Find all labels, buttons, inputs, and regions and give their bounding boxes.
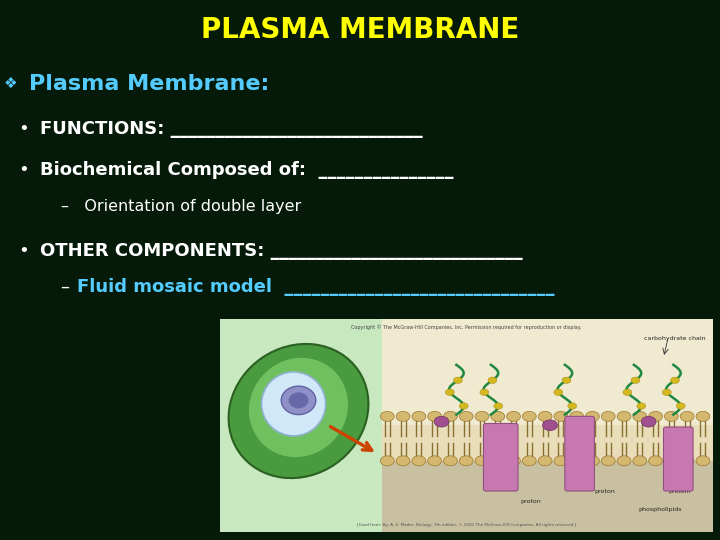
Circle shape bbox=[554, 389, 563, 395]
FancyBboxPatch shape bbox=[483, 423, 518, 491]
Circle shape bbox=[585, 456, 599, 466]
Text: protein: protein bbox=[668, 489, 691, 494]
Circle shape bbox=[696, 411, 710, 421]
Circle shape bbox=[633, 456, 647, 466]
Circle shape bbox=[554, 411, 568, 421]
Circle shape bbox=[480, 389, 489, 395]
Text: •: • bbox=[19, 119, 29, 138]
Circle shape bbox=[444, 411, 457, 421]
Circle shape bbox=[623, 389, 631, 395]
Circle shape bbox=[562, 377, 571, 383]
Text: carbohydrate chain: carbohydrate chain bbox=[644, 336, 706, 341]
Circle shape bbox=[380, 411, 394, 421]
Text: Copyright © The McGraw-Hill Companies, Inc. Permission required for reproduction: Copyright © The McGraw-Hill Companies, I… bbox=[351, 324, 581, 329]
Circle shape bbox=[631, 377, 640, 383]
Circle shape bbox=[636, 403, 646, 409]
Text: •: • bbox=[19, 242, 29, 260]
Ellipse shape bbox=[249, 358, 348, 457]
Text: –   Orientation of double layer: – Orientation of double layer bbox=[61, 199, 302, 214]
Circle shape bbox=[539, 456, 552, 466]
FancyBboxPatch shape bbox=[382, 461, 713, 532]
Circle shape bbox=[665, 411, 678, 421]
Circle shape bbox=[539, 411, 552, 421]
Text: ❖: ❖ bbox=[4, 76, 17, 91]
FancyBboxPatch shape bbox=[663, 427, 693, 491]
Circle shape bbox=[434, 416, 449, 427]
Circle shape bbox=[554, 456, 568, 466]
Circle shape bbox=[507, 411, 521, 421]
Text: proton: proton bbox=[594, 489, 615, 494]
Circle shape bbox=[396, 456, 410, 466]
Text: –: – bbox=[61, 278, 81, 296]
Circle shape bbox=[680, 411, 694, 421]
Circle shape bbox=[491, 456, 505, 466]
Text: [Used from: By: A. S. Mader, Biology, 7th edition, © 2001 The McGraw-Hill Compan: [Used from: By: A. S. Mader, Biology, 7t… bbox=[356, 523, 576, 526]
Circle shape bbox=[570, 411, 584, 421]
Circle shape bbox=[670, 377, 680, 383]
Circle shape bbox=[428, 411, 441, 421]
Text: Plasma Membrane:: Plasma Membrane: bbox=[29, 73, 269, 94]
Circle shape bbox=[568, 403, 577, 409]
Circle shape bbox=[428, 456, 441, 466]
Ellipse shape bbox=[261, 372, 325, 436]
Circle shape bbox=[491, 411, 505, 421]
Circle shape bbox=[642, 416, 656, 427]
Circle shape bbox=[507, 456, 521, 466]
Circle shape bbox=[494, 403, 503, 409]
Circle shape bbox=[543, 420, 557, 430]
Circle shape bbox=[601, 411, 615, 421]
Ellipse shape bbox=[289, 393, 308, 408]
Circle shape bbox=[617, 411, 631, 421]
FancyBboxPatch shape bbox=[382, 319, 713, 532]
Circle shape bbox=[412, 411, 426, 421]
Circle shape bbox=[680, 456, 694, 466]
Text: FUNCTIONS: ____________________________: FUNCTIONS: ____________________________ bbox=[40, 119, 422, 138]
Circle shape bbox=[649, 456, 662, 466]
FancyBboxPatch shape bbox=[220, 319, 713, 532]
Text: phospholipids: phospholipids bbox=[639, 507, 683, 511]
FancyBboxPatch shape bbox=[220, 319, 382, 532]
Circle shape bbox=[601, 456, 615, 466]
Circle shape bbox=[380, 456, 394, 466]
Circle shape bbox=[633, 411, 647, 421]
Text: Biochemical Composed of:  _______________: Biochemical Composed of: _______________ bbox=[40, 161, 453, 179]
Circle shape bbox=[475, 411, 489, 421]
Text: •: • bbox=[19, 161, 29, 179]
Circle shape bbox=[585, 411, 599, 421]
Circle shape bbox=[446, 389, 454, 395]
Circle shape bbox=[459, 456, 473, 466]
Circle shape bbox=[412, 456, 426, 466]
Ellipse shape bbox=[228, 344, 369, 478]
FancyBboxPatch shape bbox=[564, 416, 595, 491]
Text: proton: proton bbox=[520, 500, 541, 504]
Circle shape bbox=[662, 389, 671, 395]
Circle shape bbox=[523, 411, 536, 421]
Text: Fluid mosaic model  ______________________________: Fluid mosaic model _____________________… bbox=[77, 278, 554, 296]
Circle shape bbox=[570, 456, 584, 466]
Circle shape bbox=[665, 456, 678, 466]
Circle shape bbox=[459, 411, 473, 421]
FancyBboxPatch shape bbox=[382, 319, 713, 426]
Circle shape bbox=[459, 403, 468, 409]
Circle shape bbox=[617, 456, 631, 466]
Circle shape bbox=[696, 456, 710, 466]
Circle shape bbox=[676, 403, 685, 409]
Ellipse shape bbox=[282, 386, 316, 415]
Circle shape bbox=[454, 377, 462, 383]
Circle shape bbox=[475, 456, 489, 466]
Circle shape bbox=[523, 456, 536, 466]
Circle shape bbox=[649, 411, 662, 421]
Circle shape bbox=[444, 456, 457, 466]
Circle shape bbox=[488, 377, 497, 383]
Text: OTHER COMPONENTS: ____________________________: OTHER COMPONENTS: ______________________… bbox=[40, 242, 522, 260]
Circle shape bbox=[396, 411, 410, 421]
Text: PLASMA MEMBRANE: PLASMA MEMBRANE bbox=[201, 16, 519, 44]
